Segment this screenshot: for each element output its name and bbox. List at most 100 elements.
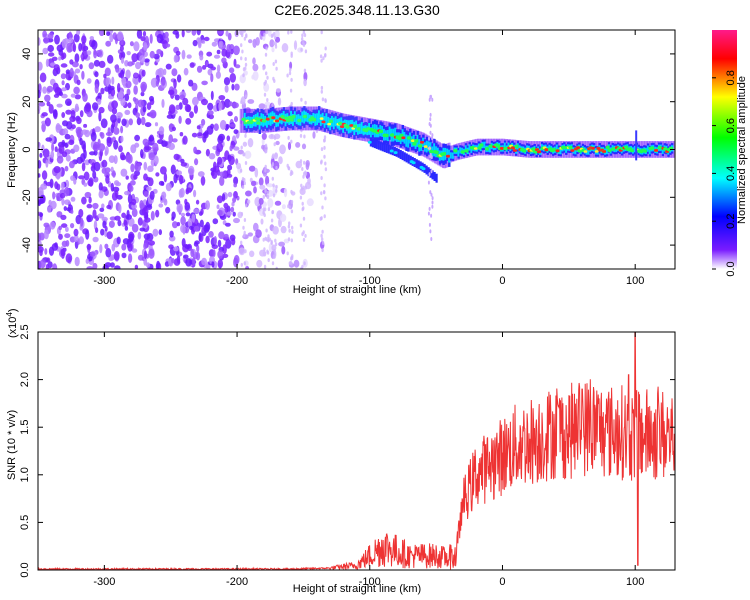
noise-streak	[240, 240, 243, 245]
noise-blob	[50, 62, 56, 67]
noise-streak	[263, 264, 267, 269]
noise-blob	[186, 104, 192, 113]
ridge-branch	[379, 141, 382, 151]
noise-blob	[120, 152, 125, 161]
noise-blob	[219, 171, 225, 177]
noise-blob	[110, 182, 115, 192]
noise-streak	[267, 207, 271, 212]
noise-streak	[290, 101, 293, 106]
noise-blob	[114, 265, 121, 269]
noise-blob	[212, 218, 219, 225]
noise-blob	[210, 90, 214, 101]
noise-blob	[65, 240, 70, 247]
y-tick-label: 0.5	[19, 515, 31, 530]
vertical-streak	[429, 112, 432, 117]
noise-blob	[201, 39, 206, 44]
noise-blob	[253, 222, 259, 232]
noise-streak	[303, 160, 306, 165]
noise-streak	[304, 49, 308, 54]
ridge-branch	[401, 151, 404, 161]
noise-blob	[47, 32, 54, 40]
noise-blob	[207, 102, 214, 111]
ridge-core	[648, 148, 652, 155]
noise-blob	[247, 99, 255, 104]
noise-blob	[252, 63, 259, 72]
noise-streak	[267, 258, 270, 263]
noise-blob	[49, 221, 56, 230]
noise-blob	[60, 63, 68, 68]
noise-blob	[178, 188, 183, 198]
vertical-streak	[428, 146, 431, 151]
noise-blob	[43, 37, 50, 44]
noise-blob	[181, 30, 185, 38]
noise-blob	[216, 49, 221, 55]
noise-blob	[39, 259, 46, 269]
noise-blob	[245, 265, 250, 269]
noise-blob	[234, 116, 238, 123]
noise-streak	[275, 266, 278, 269]
noise-blob	[303, 78, 307, 87]
noise-blob	[176, 74, 182, 83]
noise-blob	[83, 123, 88, 128]
snr-frame	[37, 331, 676, 571]
noise-blob	[98, 143, 106, 152]
noise-streak	[324, 53, 327, 57]
ridge-branch	[433, 172, 436, 181]
noise-blob	[65, 98, 72, 106]
noise-streak	[270, 218, 274, 223]
vertical-streak	[431, 97, 434, 102]
noise-blob	[64, 165, 69, 172]
noise-blob	[205, 221, 211, 232]
colorbar-tick-label: 0.2	[725, 214, 737, 229]
noise-blob	[305, 160, 310, 168]
noise-blob	[208, 153, 216, 160]
noise-blob	[193, 104, 198, 114]
x-tick-label: -300	[93, 275, 115, 287]
noise-blob	[194, 240, 200, 245]
noise-blob	[137, 231, 142, 240]
noise-blob	[154, 122, 159, 127]
noise-blob	[229, 145, 233, 152]
noise-blob	[117, 219, 122, 227]
noise-blob	[234, 64, 241, 69]
noise-blob	[171, 257, 175, 264]
noise-blob	[52, 109, 58, 118]
noise-blob	[54, 181, 59, 190]
noise-blob	[229, 73, 236, 83]
ridge-peak	[477, 146, 483, 150]
ridge-core	[488, 146, 492, 153]
noise-streak	[303, 134, 306, 139]
noise-blob	[52, 263, 58, 269]
noise-blob	[247, 232, 253, 237]
noise-streak	[320, 89, 323, 94]
noise-blob	[118, 203, 122, 214]
ridge-core	[464, 145, 468, 152]
noise-streak	[323, 154, 326, 159]
noise-blob	[216, 204, 220, 210]
noise-blob	[164, 31, 169, 38]
noise-blob	[133, 41, 140, 52]
noise-blob	[79, 110, 84, 118]
ridge-core	[301, 111, 304, 123]
noise-blob	[280, 225, 287, 234]
noise-blob	[185, 118, 192, 125]
noise-blob	[185, 258, 192, 267]
noise-blob	[165, 182, 172, 192]
noise-blob	[192, 256, 196, 266]
noise-blob	[118, 145, 123, 153]
noise-blob	[148, 248, 155, 259]
noise-blob	[61, 198, 65, 206]
noise-blob	[161, 140, 168, 147]
noise-streak	[321, 241, 325, 245]
noise-blob	[306, 198, 314, 207]
noise-blob	[140, 149, 144, 158]
noise-blob	[249, 250, 255, 258]
noise-blob	[86, 78, 92, 84]
noise-blob	[161, 76, 166, 86]
ridge-core	[306, 113, 310, 123]
noise-blob	[150, 210, 155, 221]
ridge-branch	[417, 160, 420, 170]
noise-streak	[302, 216, 306, 221]
noise-blob	[72, 43, 77, 53]
noise-streak	[320, 85, 324, 90]
